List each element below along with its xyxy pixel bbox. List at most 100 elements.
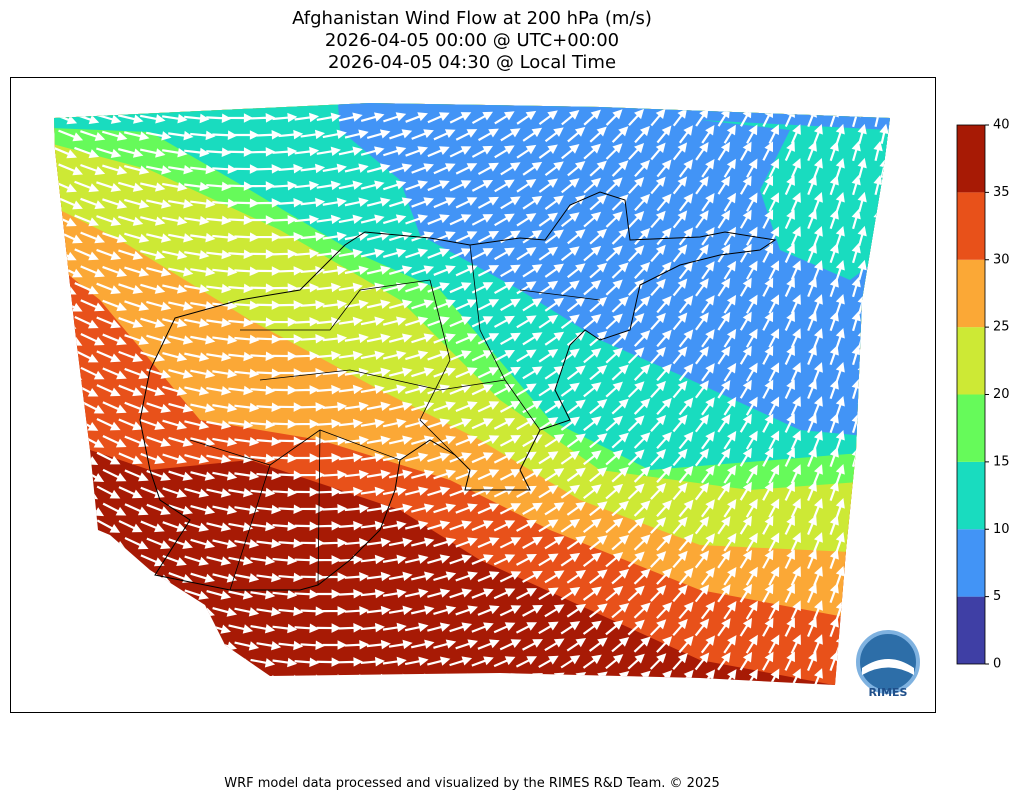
wind-arrow bbox=[560, 280, 580, 296]
logo: RIMES bbox=[856, 630, 920, 699]
wind-arrow bbox=[228, 147, 254, 157]
wind-arrow bbox=[516, 519, 537, 532]
wind-arrow bbox=[851, 310, 861, 332]
colorbar-tick-label: 5 bbox=[993, 589, 1001, 604]
wind-arrow bbox=[344, 435, 369, 446]
wind-arrow bbox=[829, 242, 839, 264]
wind-arrow bbox=[656, 193, 672, 212]
wind-arrow bbox=[344, 571, 369, 582]
wind-arrow bbox=[471, 350, 494, 362]
wind-arrow bbox=[784, 379, 795, 399]
wind-arrow bbox=[388, 401, 413, 411]
wind-arrow bbox=[522, 604, 543, 617]
wind-arrow bbox=[168, 335, 194, 345]
wind-arrow bbox=[102, 265, 128, 278]
wind-arrow bbox=[807, 379, 817, 400]
wind-arrow bbox=[449, 554, 472, 565]
wind-arrow bbox=[500, 196, 521, 210]
wind-arrow bbox=[813, 600, 823, 620]
wind-arrow bbox=[316, 384, 342, 395]
wind-arrow bbox=[206, 420, 232, 430]
wind-arrow bbox=[544, 127, 564, 143]
wind-arrow bbox=[583, 177, 602, 194]
wind-arrow bbox=[611, 330, 629, 347]
wind-arrow bbox=[360, 214, 385, 224]
wind-arrow bbox=[140, 351, 166, 362]
wind-arrow bbox=[96, 519, 121, 533]
wind-arrow bbox=[278, 470, 304, 480]
wind-arrow bbox=[272, 249, 298, 259]
wind-arrow bbox=[278, 232, 304, 242]
wind-arrow bbox=[582, 620, 602, 635]
wind-arrow bbox=[633, 466, 651, 483]
wind-arrow bbox=[560, 314, 580, 329]
wind-arrow bbox=[256, 436, 282, 447]
wind-arrow bbox=[560, 552, 581, 567]
wind-arrow bbox=[650, 244, 666, 263]
wind-arrow bbox=[700, 635, 716, 654]
wind-arrow bbox=[611, 500, 629, 517]
wind-arrow bbox=[228, 351, 254, 362]
wind-arrow bbox=[790, 498, 801, 518]
wind-arrow bbox=[118, 317, 144, 329]
wind-arrow bbox=[360, 384, 385, 395]
wind-arrow bbox=[382, 384, 407, 394]
wind-arrow bbox=[250, 385, 276, 396]
wind-arrow bbox=[633, 534, 651, 551]
wind-arrow bbox=[410, 605, 435, 615]
wind-arrow bbox=[605, 347, 623, 364]
wind-arrow bbox=[879, 123, 889, 145]
wind-arrow bbox=[455, 333, 478, 345]
wind-arrow bbox=[672, 516, 688, 535]
wind-arrow bbox=[739, 515, 752, 535]
wind-arrow bbox=[790, 328, 801, 348]
wind-arrow bbox=[322, 163, 347, 174]
wind-arrow bbox=[813, 124, 823, 145]
wind-arrow bbox=[672, 414, 688, 433]
wind-arrow bbox=[455, 299, 478, 311]
wind-arrow bbox=[96, 215, 122, 227]
wind-arrow bbox=[560, 518, 581, 533]
wind-arrow bbox=[427, 656, 451, 666]
wind-arrow bbox=[96, 181, 122, 193]
wind-arrow bbox=[516, 417, 537, 431]
wind-arrow bbox=[493, 349, 516, 362]
wind-arrow bbox=[411, 231, 435, 242]
wind-arrow bbox=[656, 363, 672, 382]
wind-arrow bbox=[694, 448, 709, 467]
wind-arrow bbox=[212, 437, 238, 447]
wind-arrow bbox=[366, 265, 391, 275]
wind-arrow bbox=[404, 588, 429, 598]
wind-arrow bbox=[605, 517, 624, 534]
wind-arrow bbox=[516, 179, 537, 193]
wind-arrow bbox=[695, 278, 709, 297]
wind-arrow bbox=[124, 266, 150, 277]
wind-arrow bbox=[634, 262, 651, 279]
wind-arrow bbox=[678, 329, 694, 348]
wind-arrow bbox=[294, 214, 320, 225]
wind-arrow bbox=[250, 351, 276, 362]
wind-arrow bbox=[388, 265, 413, 276]
wind-arrow bbox=[723, 464, 737, 484]
wind-arrow bbox=[723, 601, 737, 620]
wind-arrow bbox=[678, 499, 694, 518]
wind-arrow bbox=[102, 299, 127, 312]
wind-arrow bbox=[449, 452, 472, 463]
wind-arrow bbox=[294, 385, 320, 395]
wind-arrow bbox=[633, 330, 651, 347]
wind-arrow bbox=[515, 588, 537, 600]
wind-arrow bbox=[650, 346, 666, 365]
wind-arrow bbox=[493, 656, 516, 668]
wind-arrow bbox=[634, 159, 650, 178]
wind-arrow bbox=[212, 130, 238, 140]
wind-arrow bbox=[449, 350, 472, 362]
wind-arrow bbox=[471, 248, 494, 260]
wind-arrow bbox=[405, 350, 429, 361]
wind-arrow bbox=[538, 314, 559, 329]
wind-arrow bbox=[784, 617, 795, 637]
wind-arrow bbox=[256, 232, 282, 242]
wind-arrow bbox=[58, 129, 84, 142]
wind-arrow bbox=[212, 232, 238, 243]
wind-arrow bbox=[411, 469, 435, 479]
